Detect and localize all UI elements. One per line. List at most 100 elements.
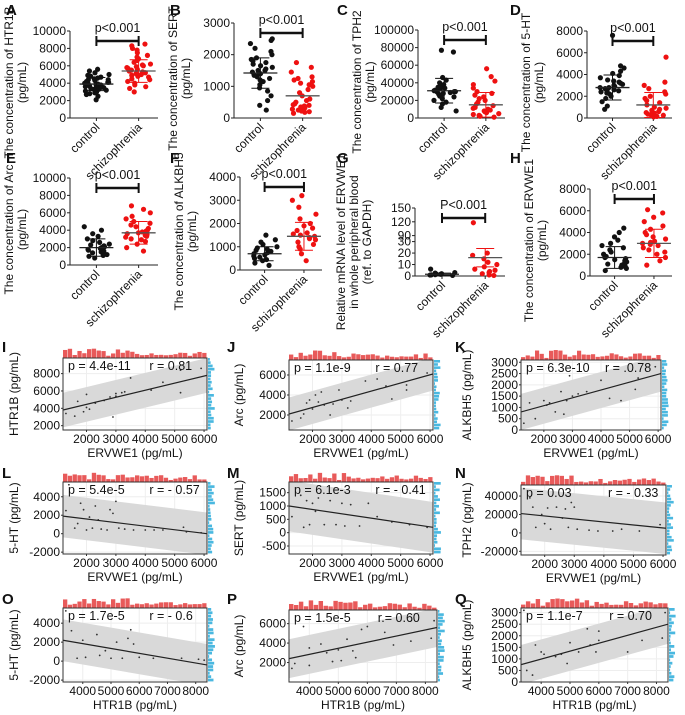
- histogram-bar-top: [96, 474, 101, 482]
- histogram-bar-top: [168, 479, 173, 482]
- data-point: [269, 64, 275, 70]
- data-point: [147, 61, 154, 67]
- data-point: [323, 523, 326, 526]
- data-point: [616, 229, 622, 236]
- y-tick-label: -2000: [29, 673, 60, 687]
- histogram-bar-right: [438, 672, 444, 675]
- histogram-bar-right: [208, 534, 210, 538]
- histogram-bar-top: [183, 477, 188, 482]
- histogram-bar-top: [623, 601, 629, 608]
- histogram-bar-right: [208, 485, 215, 488]
- p-value-label: p = 6.3e-10: [526, 361, 590, 375]
- histogram-bar-right: [662, 420, 669, 424]
- y-axis-label: Relative mRNA level of ERVWE1: [334, 153, 348, 330]
- histogram-bar-right: [667, 551, 671, 555]
- data-point: [142, 238, 149, 245]
- histogram-bar-top: [356, 354, 361, 360]
- histogram-bar-right: [208, 540, 214, 544]
- histogram-bar-right: [667, 491, 669, 494]
- y-tick-label: 1500: [491, 640, 518, 654]
- histogram-bar-right: [669, 621, 674, 625]
- data-point: [644, 262, 650, 268]
- confidence-band: [63, 619, 207, 682]
- p-value-label: p<0.001: [259, 13, 305, 27]
- histogram-bar-top: [341, 473, 347, 482]
- data-point: [657, 258, 663, 264]
- histogram-bar-right: [208, 514, 211, 518]
- y-tick-label: 1000: [491, 400, 518, 414]
- histogram-bar-top: [192, 604, 197, 608]
- y-axis-label: (ref. to GAPDH): [360, 200, 374, 285]
- y-tick-label: 4000: [39, 76, 66, 90]
- data-point: [115, 641, 118, 644]
- histogram-bar-top: [407, 603, 412, 610]
- histogram-bar-top: [628, 356, 633, 360]
- data-point: [616, 79, 622, 85]
- histogram-bar-right: [667, 516, 674, 520]
- data-point: [609, 32, 616, 38]
- data-point: [81, 639, 84, 642]
- histogram-bar-right: [669, 665, 671, 668]
- histogram-bar-top: [365, 354, 371, 360]
- data-point: [203, 659, 206, 662]
- data-point: [109, 396, 111, 398]
- histogram-bar-top: [637, 479, 642, 485]
- histogram-bar-top: [154, 475, 159, 482]
- data-point: [602, 267, 608, 274]
- y-tick-label: 500: [266, 512, 286, 526]
- y-axis-label: HTR1B (pg/mL): [7, 352, 21, 436]
- data-point: [288, 69, 294, 75]
- data-point: [293, 99, 299, 105]
- p-value-label: p<0.001: [95, 21, 141, 35]
- y-tick-label: 0: [404, 269, 411, 283]
- histogram-bar-right: [438, 632, 441, 636]
- histogram-bar-right: [208, 387, 213, 391]
- histogram-bar-top: [192, 475, 197, 482]
- data-point: [290, 110, 297, 116]
- data-point: [91, 527, 94, 530]
- histogram-bar-right: [434, 372, 438, 376]
- histogram-bar-top: [609, 353, 614, 360]
- data-point: [308, 523, 311, 526]
- histogram-bar-top: [413, 475, 419, 482]
- histogram-bar-right: [208, 420, 214, 423]
- data-point: [179, 369, 182, 372]
- histogram-bar-right: [662, 404, 669, 408]
- histogram-bar-right: [434, 388, 436, 392]
- data-point: [390, 398, 393, 400]
- histogram-bar-top: [397, 604, 402, 610]
- histogram-bar-right: [208, 648, 214, 652]
- y-axis-label: ALKBH5 (pg/mL): [460, 350, 474, 441]
- histogram-bar-top: [327, 478, 332, 482]
- data-point: [129, 43, 135, 49]
- y-tick-label: 2000: [33, 508, 60, 522]
- histogram-bar-right: [208, 641, 213, 645]
- histogram-bar-right: [438, 675, 440, 679]
- data-point: [490, 103, 496, 109]
- histogram-bar-right: [208, 482, 211, 485]
- data-point: [124, 245, 130, 251]
- histogram-bar-right: [208, 524, 213, 528]
- histogram-bar-right: [434, 360, 441, 363]
- y-tick-label: 4000: [39, 223, 66, 237]
- data-point: [129, 628, 132, 631]
- histogram-bar-right: [434, 544, 436, 547]
- histogram-bar-right: [438, 668, 442, 672]
- histogram-bar-top: [173, 478, 178, 482]
- histogram-bar-right: [208, 668, 214, 672]
- y-tick-label: 3000: [203, 16, 230, 30]
- y-tick-label: 0: [511, 526, 518, 540]
- data-point: [438, 47, 445, 53]
- data-point: [263, 59, 269, 66]
- y-tick-label: 500: [498, 412, 518, 426]
- histogram-bar-right: [662, 423, 667, 427]
- histogram-bar-top: [303, 478, 308, 482]
- histogram-bar-right: [208, 407, 215, 410]
- histogram-bar-top: [91, 598, 97, 608]
- panel-label: L: [2, 465, 11, 482]
- data-point: [105, 77, 111, 83]
- data-point: [366, 625, 369, 628]
- y-tick-label: 3000: [491, 606, 518, 620]
- histogram-bar-top: [139, 604, 145, 608]
